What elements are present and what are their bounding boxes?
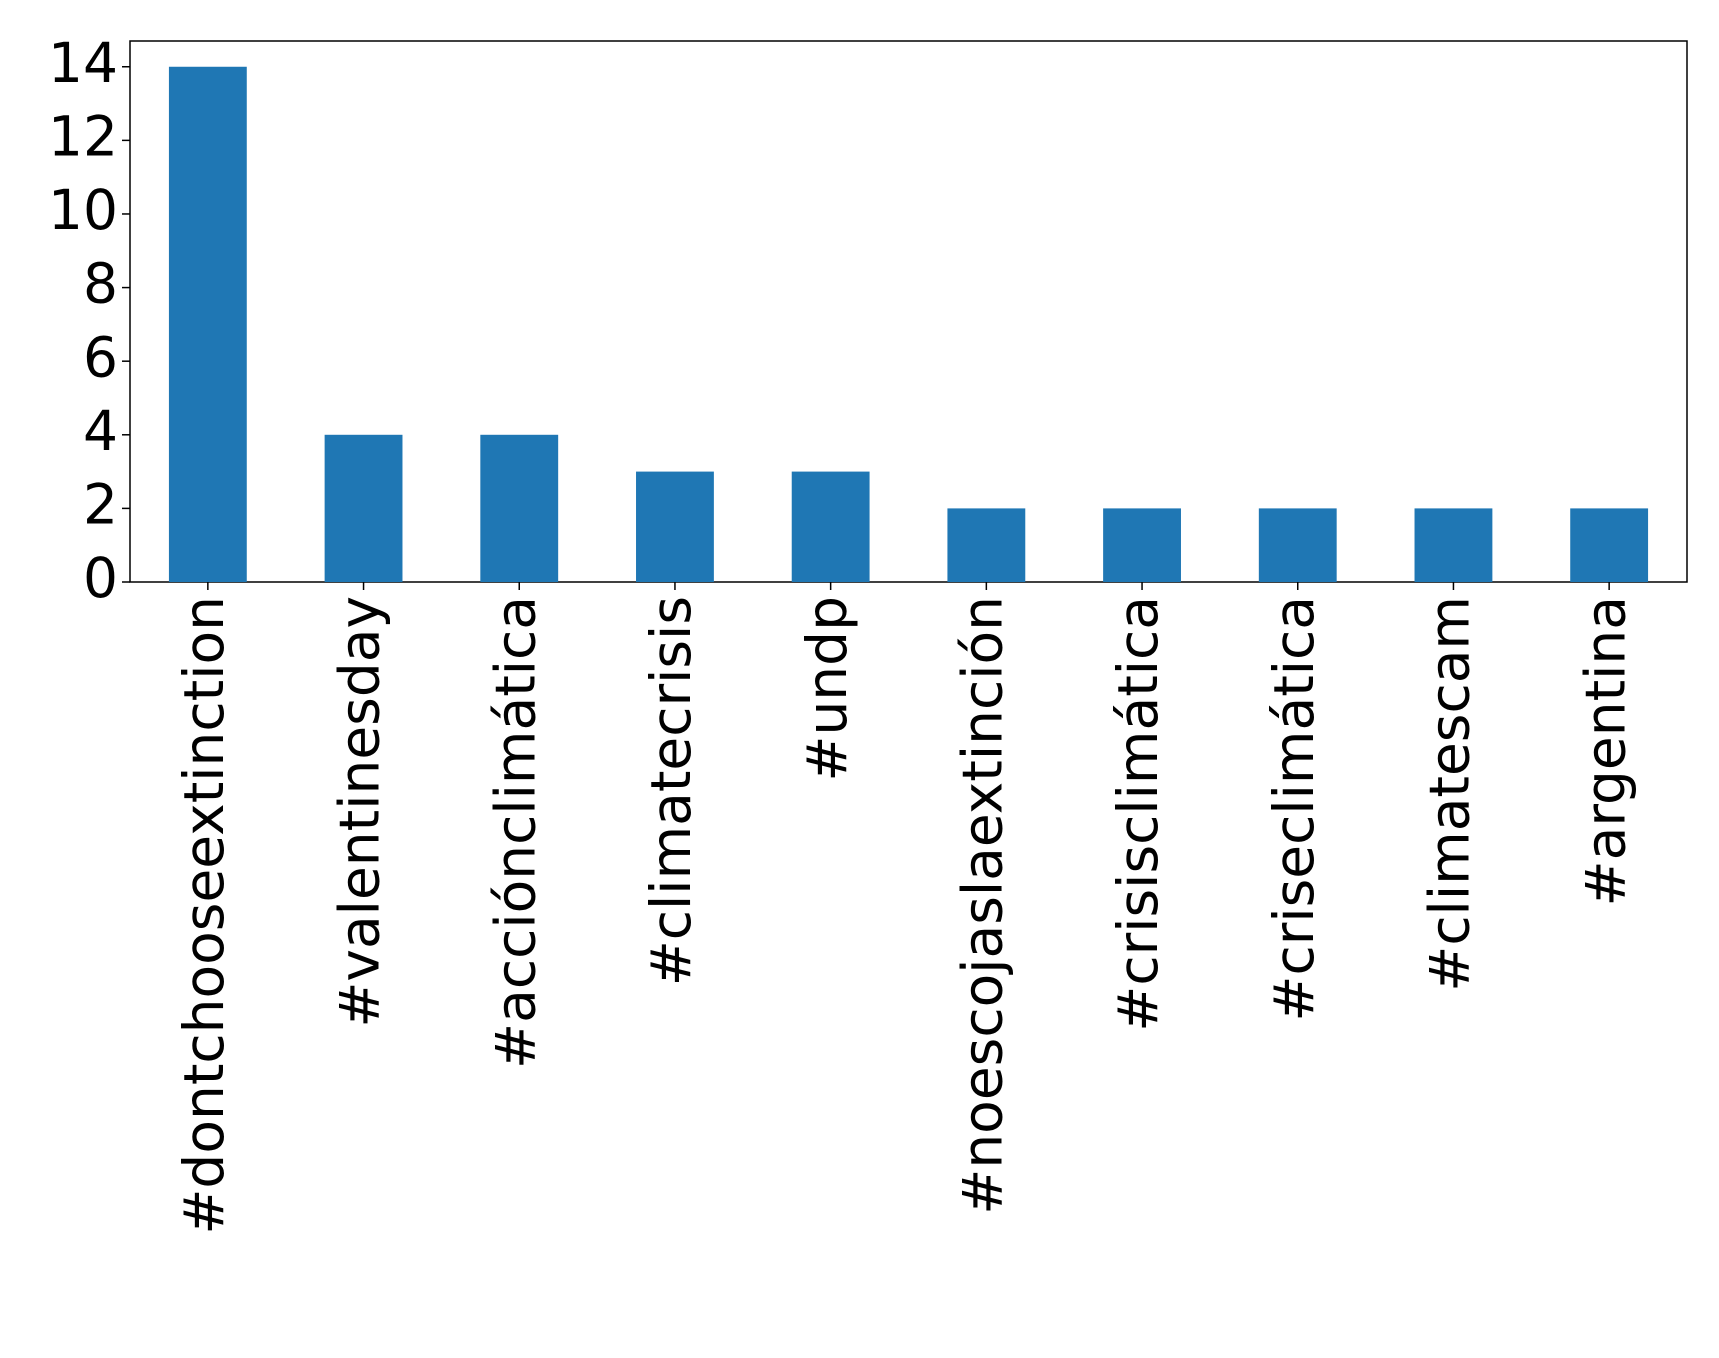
bar bbox=[947, 508, 1026, 582]
bar bbox=[324, 434, 403, 582]
x-tick-label: #argentina bbox=[1573, 596, 1637, 906]
bar bbox=[480, 434, 559, 582]
y-tick-label: 6 bbox=[83, 325, 118, 389]
y-tick-label: 8 bbox=[83, 252, 118, 316]
y-tick-label: 12 bbox=[48, 105, 118, 169]
x-tick-label: #climatescam bbox=[1418, 596, 1482, 992]
y-tick-label: 2 bbox=[83, 473, 118, 537]
x-tick-label: #dontchooseextinction bbox=[172, 596, 236, 1235]
bar bbox=[168, 66, 247, 582]
x-tick-label: #climatecrisis bbox=[639, 596, 703, 986]
x-tick-label: #noescojaslaextinción bbox=[950, 596, 1014, 1215]
y-tick-label: 14 bbox=[48, 31, 118, 95]
x-tick-label: #crisisclimática bbox=[1106, 596, 1170, 1032]
bar bbox=[636, 471, 714, 582]
bar bbox=[791, 471, 870, 582]
bar bbox=[1414, 508, 1493, 582]
y-tick-label: 4 bbox=[83, 399, 118, 463]
y-tick-label: 10 bbox=[48, 178, 118, 242]
bar bbox=[1258, 508, 1337, 582]
x-tick-label: #acciónclimática bbox=[483, 596, 547, 1069]
plot-frame bbox=[129, 40, 1688, 583]
bar bbox=[1103, 508, 1181, 582]
x-tick-label: #valentinesday bbox=[328, 596, 392, 1028]
x-tick-label: #undp bbox=[795, 596, 859, 782]
bar bbox=[1570, 508, 1649, 582]
x-tick-label: #criseclimática bbox=[1262, 596, 1326, 1022]
y-tick-label: 0 bbox=[83, 546, 118, 610]
